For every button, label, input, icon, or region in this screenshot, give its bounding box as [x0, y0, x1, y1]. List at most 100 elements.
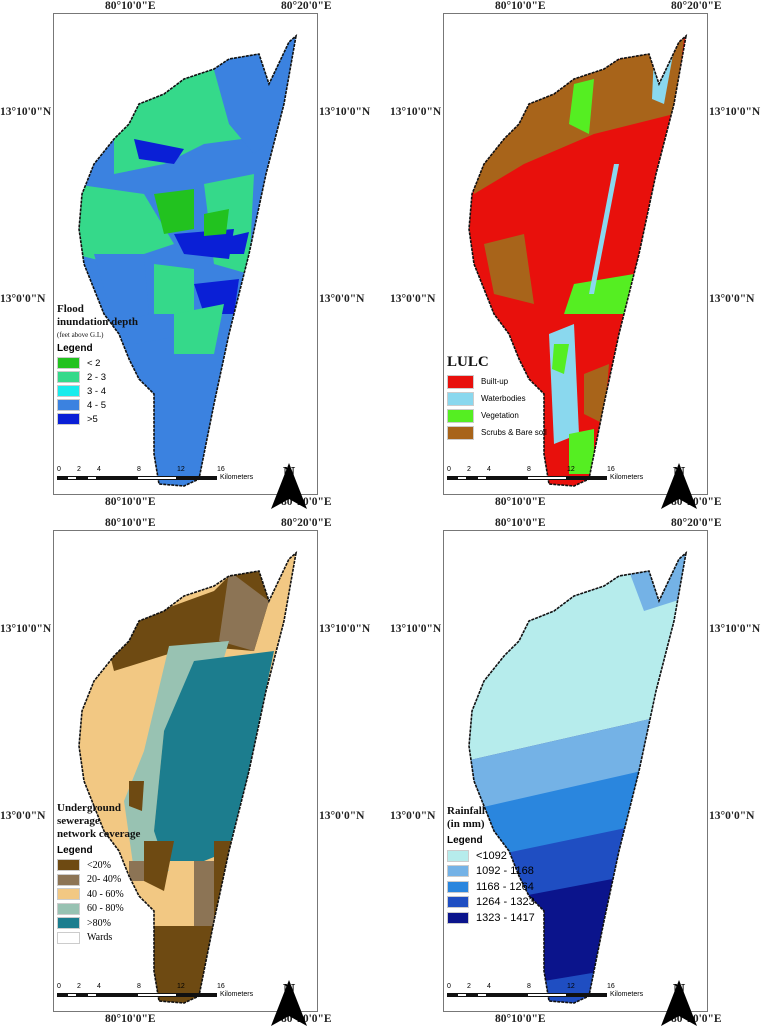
scale-unit: Kilometers: [610, 991, 644, 998]
legend-item: 1264 - 1323: [447, 895, 535, 911]
legend-label: 1264 - 1323: [476, 896, 535, 909]
legend: Legend <1092 1092 - 1168 1168 - 1264 1264 - …: [447, 835, 535, 926]
legend-item: 1323 - 1417: [447, 910, 535, 926]
scale-bar: 0 2 4 8 12 16 Kilometers: [57, 983, 282, 1003]
latitude-label: 13°0'0"N: [0, 293, 46, 305]
map-region: [194, 861, 219, 931]
scale-segment: [527, 993, 567, 997]
map-region: [484, 234, 534, 304]
scale-tick-label: 12: [567, 466, 575, 473]
scale-tick-label: 0: [57, 466, 61, 473]
scale-segment: [97, 993, 137, 997]
map-region: [219, 232, 249, 254]
scale-segment: [177, 476, 217, 480]
map-flood: [78, 33, 298, 487]
latitude-label: 13°0'0"N: [390, 293, 436, 305]
legend: Legend < 2 2 - 3 3 - 4 4 - 5 >5: [57, 343, 106, 426]
map-region: [584, 364, 609, 424]
latitude-label: 13°10'0"N: [709, 623, 761, 635]
map-title-line: sewerage: [57, 815, 100, 827]
scale-tick-label: 0: [57, 983, 61, 990]
scale-segment: [527, 476, 567, 480]
north-arrow: N: [661, 463, 697, 509]
map-title-line: Underground: [57, 802, 121, 814]
legend-label: Wards: [87, 932, 113, 944]
map-title-line: Flood: [57, 303, 84, 315]
scale-tick-label: 4: [97, 983, 101, 990]
latitude-label: 13°0'0"N: [319, 810, 365, 822]
latitude-label: 13°10'0"N: [319, 623, 371, 635]
legend-item: 2 - 3: [57, 370, 106, 384]
scale-segment: [57, 476, 67, 480]
map-region: [564, 274, 634, 314]
scale-segment: [137, 476, 177, 480]
legend-item: <20%: [57, 858, 124, 873]
scale-bar: 0 2 4 8 12 16 Kilometers: [447, 466, 672, 486]
scale-tick-label: 8: [527, 466, 531, 473]
map-panel-sew: Underground sewerage network coverage Legen…: [53, 530, 318, 1026]
legend-label: 1323 - 1417: [476, 911, 535, 924]
scale-tick-label: 4: [487, 466, 491, 473]
legend-label: 3 - 4: [87, 385, 107, 397]
map-region: [569, 429, 594, 474]
legend-swatch: [447, 911, 469, 924]
legend: Built-up Waterbodies Vegetation Scrubs & Ba…: [447, 373, 547, 441]
scale-unit: Kilometers: [220, 991, 254, 998]
legend-swatch: [447, 425, 474, 440]
map-panel-lulc: LULC Built-up Waterbodies Vegetation Scrubs …: [443, 13, 708, 509]
scale-segment: [67, 476, 77, 480]
city-boundary: [78, 33, 298, 487]
latitude-label: 13°0'0"N: [709, 810, 755, 822]
scale-segment: [487, 993, 527, 997]
longitude-label: 80°10'0"E: [105, 496, 156, 508]
legend-label: Built-up: [481, 377, 509, 386]
legend-item: Vegetation: [447, 407, 547, 424]
scale-tick-label: 4: [97, 466, 101, 473]
longitude-label: 80°10'0"E: [105, 517, 156, 529]
legend-item: <1092: [447, 848, 535, 864]
map-region: [589, 164, 619, 294]
scale-segment: [487, 476, 527, 480]
scale-bar: 0 2 4 8 12 16 Kilometers: [447, 983, 672, 1003]
map-subtitle: (feet above G.L): [57, 331, 104, 339]
legend-label: < 2: [87, 357, 101, 369]
scale-tick-label: 16: [217, 466, 225, 473]
scale-tick-label: 12: [177, 983, 185, 990]
scale-segment: [457, 993, 467, 997]
legend-label: 4 - 5: [87, 399, 107, 411]
city-boundary: [468, 550, 688, 1004]
scale-segment: [477, 476, 487, 480]
map-region: [194, 279, 239, 314]
scale-tick-label: 2: [77, 466, 81, 473]
legend-swatch: [57, 413, 80, 425]
legend-swatch: [447, 374, 474, 389]
scale-segment: [77, 993, 87, 997]
scale-segment: [57, 993, 67, 997]
legend-item: 3 - 4: [57, 384, 106, 398]
legend-swatch: [57, 385, 80, 397]
map-region: [552, 344, 569, 374]
scale-segment: [77, 476, 87, 480]
legend-label: >5: [87, 413, 98, 425]
scale-segment: [567, 993, 607, 997]
longitude-label: 80°10'0"E: [105, 1013, 156, 1025]
scale-tick-label: 8: [137, 466, 141, 473]
legend-swatch: [57, 931, 80, 944]
city-boundary: [468, 33, 688, 487]
legend-label: Vegetation: [481, 411, 519, 420]
map-rain: [468, 550, 688, 1004]
scale-tick-label: 4: [487, 983, 491, 990]
map-region: [154, 651, 274, 861]
longitude-label: 80°20'0"E: [281, 0, 332, 12]
legend-item: Waterbodies: [447, 390, 547, 407]
scale-tick-label: 16: [607, 983, 615, 990]
map-lulc: [468, 33, 688, 487]
legend-heading: Legend: [57, 343, 93, 354]
scale-tick-label: 0: [447, 983, 451, 990]
legend-swatch: [447, 408, 474, 423]
scale-tick-label: 12: [567, 983, 575, 990]
map-region: [154, 264, 194, 314]
legend-title-block: LULC: [447, 355, 489, 370]
legend-item: 20- 40%: [57, 873, 124, 888]
legend-label: Waterbodies: [481, 394, 526, 403]
